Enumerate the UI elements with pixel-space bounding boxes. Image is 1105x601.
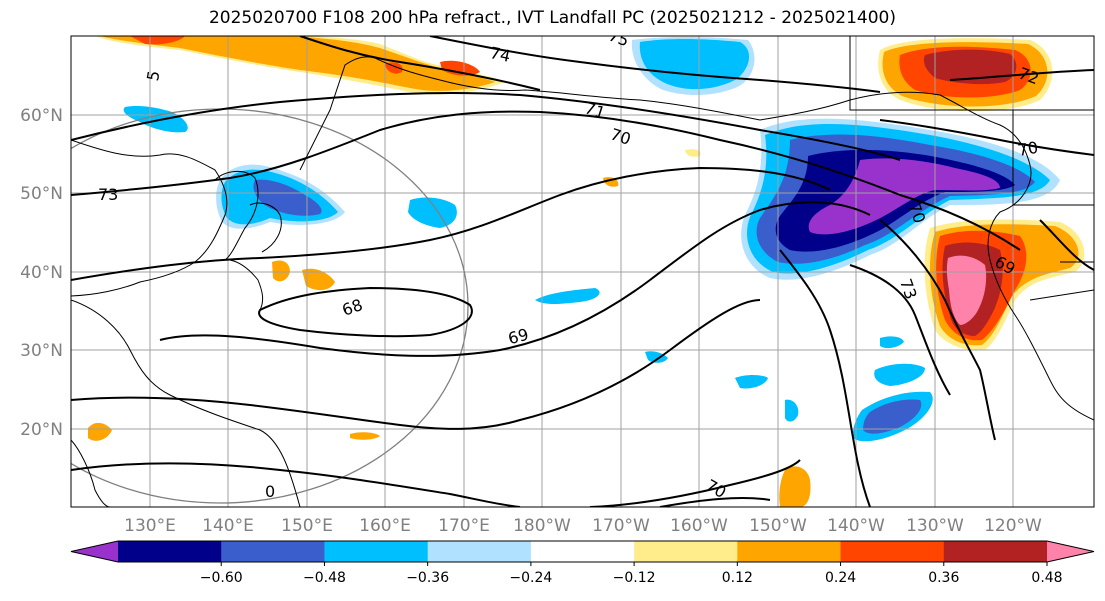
positive-anomaly-region	[272, 260, 290, 282]
lat-label: 20°N	[20, 420, 63, 440]
positive-anomaly-region	[923, 49, 1017, 85]
colorbar-tick-label: 0.24	[825, 570, 856, 586]
colorbar-segment	[71, 541, 118, 562]
negative-anomaly-region	[408, 197, 457, 228]
negative-anomaly-region	[735, 375, 768, 389]
lat-label: 40°N	[20, 263, 63, 283]
lat-label: 30°N	[20, 341, 63, 361]
map-title: 2025020700 F108 200 hPa refract., IVT La…	[208, 8, 896, 28]
colorbar-segment	[1047, 541, 1094, 562]
lat-label: 50°N	[20, 184, 63, 204]
colorbar-segment	[840, 541, 945, 562]
colorbar-segment	[221, 541, 325, 562]
longitude-labels: 130°E 140°E 150°E 160°E 170°E 180°W 170°…	[124, 516, 1042, 536]
lon-label: 140°W	[827, 516, 885, 536]
lon-label: 130°W	[906, 516, 964, 536]
positive-anomaly-region	[440, 60, 480, 76]
contour-label: 70	[1016, 138, 1039, 160]
contour-label: 0	[265, 482, 275, 501]
contour-label: 5	[143, 69, 163, 82]
colorbar-tick-label: 0.12	[722, 570, 753, 586]
lon-label: 150°E	[281, 516, 333, 536]
negative-anomaly-region	[880, 336, 904, 349]
negative-anomaly-region	[874, 363, 925, 386]
colorbar-segment	[427, 541, 532, 562]
lon-label: 150°W	[749, 516, 807, 536]
positive-anomaly-region	[302, 268, 335, 291]
positive-anomaly-region	[88, 422, 112, 441]
positive-anomaly-region	[779, 466, 811, 507]
negative-anomaly-region	[535, 288, 600, 304]
negative-anomaly-region	[645, 351, 668, 363]
colorbar-segment	[118, 541, 222, 562]
latitude-labels: 60°N 50°N 40°N 30°N 20°N	[20, 106, 63, 440]
colorbar-segment	[324, 541, 429, 562]
colorbar-tick-label: 0.48	[1031, 570, 1062, 586]
colorbar-tick-label: −0.12	[613, 570, 656, 586]
refractivity-contours	[71, 36, 1094, 507]
positive-anomaly-region	[130, 36, 185, 45]
lon-label: 160°W	[670, 516, 728, 536]
negative-anomaly-region	[863, 399, 922, 434]
colorbar-tick-label: 0.36	[928, 570, 959, 586]
colorbar-tick-label: −0.24	[509, 570, 552, 586]
lat-label: 60°N	[20, 106, 63, 126]
colorbar-segment	[530, 541, 635, 562]
lon-label: 130°E	[124, 516, 176, 536]
colorbar-tick-label: −0.60	[200, 570, 243, 586]
contour-label: 69	[506, 325, 531, 349]
negative-anomaly-region	[785, 399, 799, 422]
contour-label: 73	[98, 185, 118, 204]
negative-anomaly-region	[253, 179, 322, 216]
coastlines	[71, 36, 1094, 507]
lon-label: 180°W	[513, 516, 571, 536]
lon-label: 120°W	[984, 516, 1042, 536]
colorbar-segment	[737, 541, 842, 562]
lon-label: 140°E	[202, 516, 254, 536]
positive-anomaly-region	[100, 36, 495, 91]
colorbar-segment	[943, 541, 1048, 562]
positive-anomaly-region	[685, 149, 701, 157]
positive-anomaly-region	[946, 255, 987, 325]
map-frame	[70, 35, 1095, 508]
colorbar-tick-label: −0.48	[303, 570, 346, 586]
colorbar-outline	[70, 540, 1095, 563]
lon-label: 170°E	[438, 516, 490, 536]
colorbar: −0.60 −0.48 −0.36 −0.24 −0.12 0.12 0.24 0.36 0.4…	[70, 540, 1095, 586]
lon-label: 170°W	[592, 516, 650, 536]
colorbar-tick-label: −0.36	[406, 570, 449, 586]
positive-anomaly-region	[385, 62, 403, 74]
contour-label: 74	[488, 43, 512, 66]
positive-anomaly-region	[350, 432, 380, 440]
colorbar-segment	[634, 541, 738, 562]
lon-label: 160°E	[359, 516, 411, 536]
